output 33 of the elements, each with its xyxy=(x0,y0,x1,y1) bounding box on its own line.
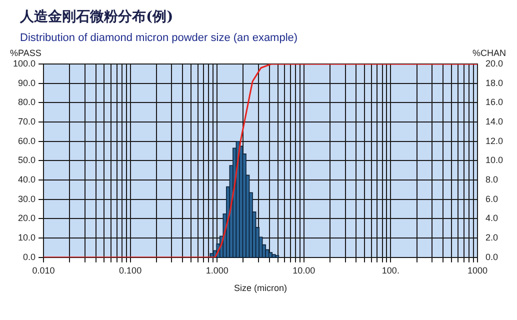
y2-axis-title: %CHAN xyxy=(472,48,506,58)
chart-subtitle: Distribution of diamond micron powder size (an example) xyxy=(20,32,299,44)
y-tick-label: 10.0 xyxy=(18,232,36,243)
y2-tick-label: 20.0 xyxy=(485,58,504,68)
y-axis-title: %PASS xyxy=(10,48,42,58)
y-tick-label: 70.0 xyxy=(18,116,36,127)
y-tick-label: 50.0 xyxy=(18,155,36,166)
y2-tick-label: 6.0 xyxy=(485,194,498,204)
y2-tick-label: 14.0 xyxy=(485,116,504,127)
y-tick-label: 0.0 xyxy=(23,252,36,262)
y2-tick-label: 2.0 xyxy=(485,232,498,243)
y2-tick-label: 0.0 xyxy=(485,252,498,262)
y2-tick-label: 10.0 xyxy=(485,155,504,166)
x-tick-label: 10.00 xyxy=(292,265,316,276)
y2-tick-label: 16.0 xyxy=(485,97,504,108)
x-tick-label: 0.100 xyxy=(119,265,142,276)
y-tick-label: 40.0 xyxy=(18,174,36,185)
x-tick-label: 0.010 xyxy=(32,265,55,276)
y2-tick-label: 12.0 xyxy=(485,136,504,146)
y-tick-label: 100.0 xyxy=(12,58,36,68)
y-tick-label: 90.0 xyxy=(18,78,36,88)
x-tick-label: 1.000 xyxy=(206,265,228,276)
chart-title: 人造金刚石微粉分布(例) xyxy=(20,8,174,26)
x-tick-label: 1000 xyxy=(467,265,488,276)
y2-tick-label: 18.0 xyxy=(485,78,504,88)
x-axis-title: Size (micron) xyxy=(234,283,288,294)
x-tick-label: 100. xyxy=(382,265,400,276)
y-tick-label: 80.0 xyxy=(18,97,36,108)
y-tick-label: 60.0 xyxy=(18,136,36,146)
y2-tick-label: 8.0 xyxy=(485,174,498,185)
y-tick-label: 30.0 xyxy=(18,194,36,204)
y-tick-label: 20.0 xyxy=(18,213,36,224)
y2-tick-label: 4.0 xyxy=(485,213,498,224)
